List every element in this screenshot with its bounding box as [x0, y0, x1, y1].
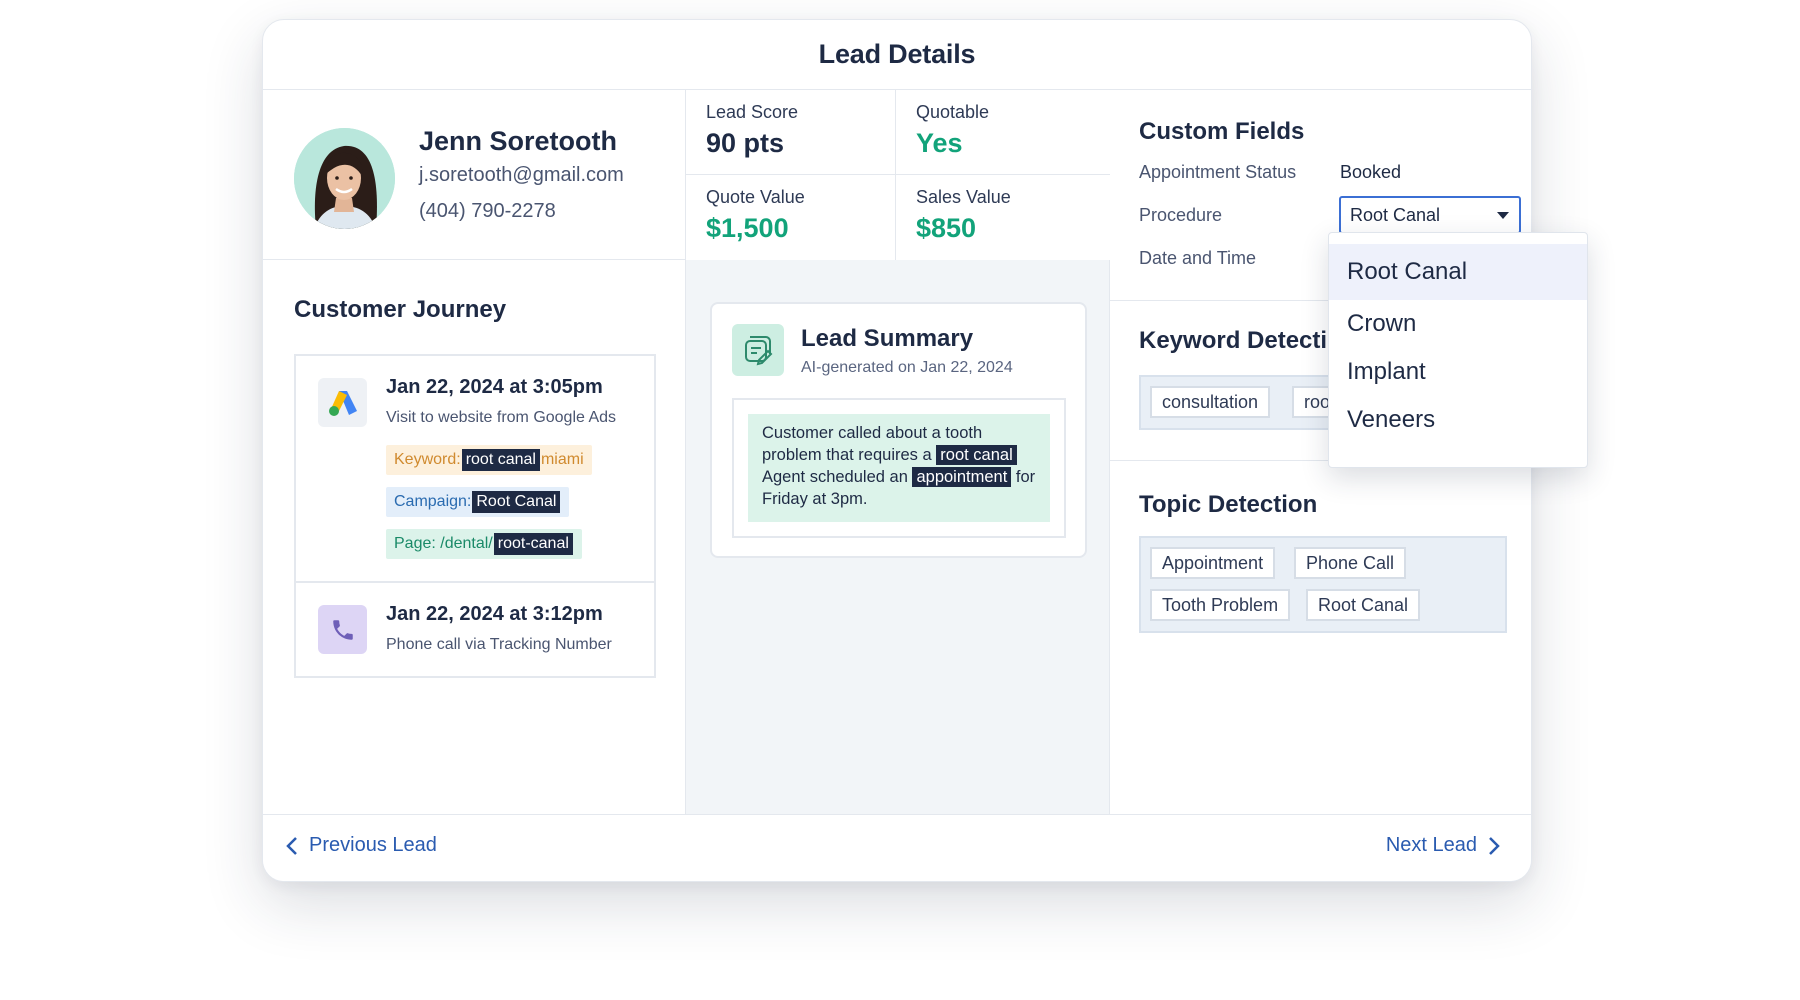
- journey-item-phone-call: Jan 22, 2024 at 3:12pm Phone call via Tr…: [296, 583, 654, 678]
- custom-fields-title: Custom Fields: [1139, 118, 1305, 145]
- chevron-right-icon: [1489, 836, 1500, 855]
- journey-list: Jan 22, 2024 at 3:05pm Visit to website …: [294, 354, 656, 678]
- topic-chip[interactable]: Appointment: [1150, 547, 1276, 579]
- topic-chip[interactable]: Root Canal: [1306, 589, 1421, 621]
- summary-highlight-1: root canal: [936, 445, 1017, 465]
- dropdown-option-veneers[interactable]: Veneers: [1347, 406, 1436, 433]
- stat-value: Yes: [916, 128, 963, 158]
- date-time-label: Date and Time: [1139, 248, 1257, 268]
- google-ads-icon: [318, 378, 367, 427]
- customer-journey-title: Customer Journey: [294, 296, 507, 323]
- summary-title: Lead Summary: [801, 325, 974, 352]
- dropdown-option-root-canal[interactable]: Root Canal: [1329, 244, 1587, 300]
- right-column: Custom Fields Appointment Status Booked …: [1110, 90, 1531, 816]
- summary-text-2: Agent scheduled an: [762, 468, 908, 486]
- lead-summary-card: Lead Summary AI-generated on Jan 22, 202…: [710, 302, 1087, 558]
- caret-down-icon: [1497, 212, 1509, 219]
- previous-lead-label: Previous Lead: [309, 834, 437, 856]
- chevron-left-icon: [286, 836, 297, 855]
- keyword-label: Keyword:: [394, 451, 461, 468]
- stat-value: $850: [916, 213, 977, 243]
- procedure-label: Procedure: [1139, 205, 1223, 225]
- keyword-tag: Keyword: root canal miami: [386, 445, 592, 475]
- journey-date: Jan 22, 2024 at 3:12pm: [386, 603, 603, 625]
- journey-date: Jan 22, 2024 at 3:05pm: [386, 376, 603, 398]
- stat-label: Quote Value: [706, 187, 805, 207]
- dropdown-option-crown[interactable]: Crown: [1347, 310, 1417, 337]
- journey-subtitle: Phone call via Tracking Number: [386, 636, 612, 653]
- content-columns: Jenn Soretooth j.soretooth@gmail.com (40…: [263, 90, 1531, 816]
- procedure-dropdown-menu: Root Canal Crown Implant Veneers: [1328, 232, 1588, 468]
- dropdown-option-implant[interactable]: Implant: [1347, 358, 1426, 385]
- lead-email[interactable]: j.soretooth@gmail.com: [419, 164, 624, 186]
- profile-section: Jenn Soretooth j.soretooth@gmail.com (40…: [263, 90, 685, 260]
- keyword-rest: miami: [540, 451, 584, 468]
- page-tag: Page: /dental/root-canal: [386, 529, 582, 559]
- topic-chip-box: Appointment Phone Call Tooth Problem Roo…: [1139, 536, 1507, 633]
- page-title: Lead Details: [818, 39, 976, 69]
- stat-sales-value: Sales Value $850: [896, 175, 1110, 260]
- next-lead-label: Next Lead: [1385, 834, 1477, 856]
- page-highlight: root-canal: [493, 533, 573, 555]
- left-column: Jenn Soretooth j.soretooth@gmail.com (40…: [263, 90, 686, 816]
- stat-label: Quotable: [916, 102, 990, 122]
- stat-quotable: Quotable Yes: [896, 90, 1110, 175]
- summary-highlight-2: appointment: [912, 467, 1012, 487]
- card-header: Lead Details: [263, 20, 1531, 90]
- lead-details-card: Lead Details: [262, 19, 1532, 882]
- next-lead-button[interactable]: Next Lead: [1386, 834, 1501, 857]
- avatar: [294, 128, 395, 229]
- campaign-label: Campaign:: [394, 493, 472, 510]
- stat-lead-score: Lead Score 90 pts: [686, 90, 896, 175]
- card-footer: Previous Lead Next Lead: [263, 814, 1531, 881]
- stat-label: Lead Score: [706, 102, 799, 122]
- keyword-detection-title: Keyword Detecti: [1139, 327, 1328, 354]
- stat-quote-value: Quote Value $1,500: [686, 175, 896, 260]
- lead-phone[interactable]: (404) 790-2278: [419, 200, 556, 222]
- summary-text: Customer called about a tooth problem th…: [748, 414, 1050, 522]
- previous-lead-button[interactable]: Previous Lead: [285, 834, 437, 857]
- summary-text-1: Customer called about a tooth problem th…: [762, 424, 983, 464]
- stat-value: $1,500: [706, 213, 789, 243]
- stats-grid: Lead Score 90 pts Quotable Yes Quote Val…: [686, 90, 1110, 260]
- topic-detection-title: Topic Detection: [1139, 491, 1318, 518]
- stat-value: 90 pts: [706, 128, 785, 158]
- topic-chip[interactable]: Tooth Problem: [1150, 589, 1291, 621]
- procedure-select[interactable]: Root Canal: [1339, 196, 1521, 234]
- keyword-chip[interactable]: consultation: [1150, 386, 1271, 418]
- journey-subtitle: Visit to website from Google Ads: [386, 409, 617, 426]
- custom-fields-section: Custom Fields Appointment Status Booked …: [1110, 90, 1531, 301]
- appointment-status-value: Booked: [1340, 162, 1402, 182]
- ai-summary-icon: [732, 324, 784, 376]
- phone-icon: [318, 605, 367, 654]
- middle-column: Lead Score 90 pts Quotable Yes Quote Val…: [686, 90, 1110, 816]
- summary-text-3: for Friday at 3pm.: [762, 468, 1036, 508]
- page-label: Page: /dental/: [394, 535, 493, 552]
- stat-label: Sales Value: [916, 187, 1011, 207]
- campaign-tag: Campaign: Root Canal: [386, 487, 570, 517]
- summary-box: Customer called about a tooth problem th…: [732, 398, 1066, 538]
- lead-name: Jenn Soretooth: [419, 126, 618, 156]
- summary-subtitle: AI-generated on Jan 22, 2024: [801, 359, 1013, 376]
- campaign-highlight: Root Canal: [472, 491, 561, 513]
- topic-chip[interactable]: Phone Call: [1294, 547, 1407, 579]
- procedure-select-value: Root Canal: [1350, 204, 1441, 225]
- keyword-highlight: root canal: [461, 449, 540, 471]
- appointment-status-label: Appointment Status: [1139, 162, 1297, 182]
- journey-item-google-ads: Jan 22, 2024 at 3:05pm Visit to website …: [296, 356, 654, 583]
